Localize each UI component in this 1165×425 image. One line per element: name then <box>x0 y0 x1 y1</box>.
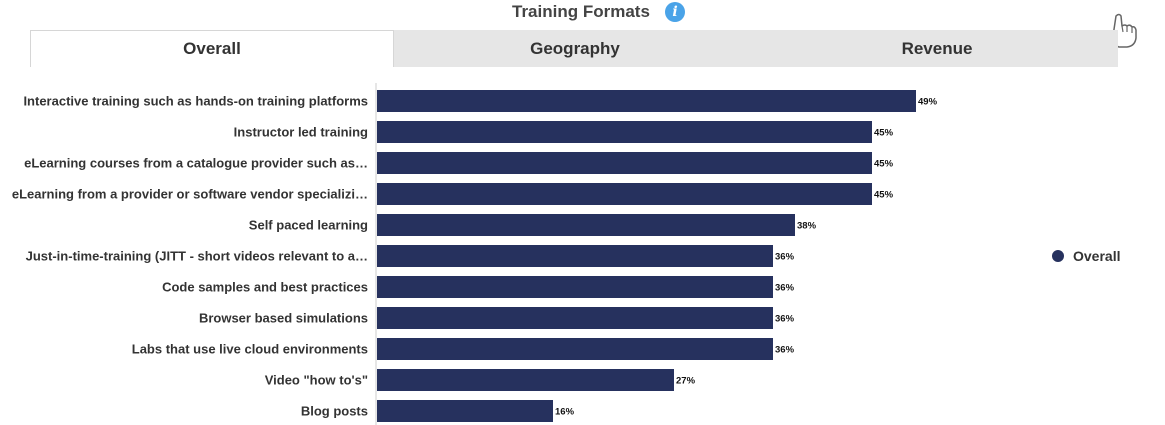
title-row: Training Formats i <box>0 0 1165 48</box>
page-title: Training Formats <box>512 2 650 21</box>
legend-swatch <box>1052 250 1064 262</box>
category-label: eLearning from a provider or software ve… <box>12 187 368 202</box>
data-label: 27% <box>676 376 696 387</box>
info-icon[interactable]: i <box>665 2 685 22</box>
bar[interactable] <box>377 152 872 174</box>
data-label: 49% <box>918 97 938 108</box>
bar[interactable] <box>377 369 674 391</box>
bar[interactable] <box>377 121 872 143</box>
data-label: 16% <box>555 407 575 418</box>
bar[interactable] <box>377 400 553 422</box>
tab-geography[interactable]: Geography <box>394 30 756 67</box>
category-label: Blog posts <box>301 404 368 419</box>
bar[interactable] <box>377 276 773 298</box>
bar[interactable] <box>377 90 916 112</box>
category-label: Instructor led training <box>234 125 368 140</box>
category-label: eLearning courses from a catalogue provi… <box>24 156 368 171</box>
category-label: Browser based simulations <box>199 311 368 326</box>
data-label: 45% <box>874 128 894 139</box>
data-label: 36% <box>775 314 795 325</box>
tab-overall[interactable]: Overall <box>30 30 394 67</box>
category-label: Self paced learning <box>249 218 368 233</box>
bar[interactable] <box>377 183 872 205</box>
category-label: Code samples and best practices <box>162 280 368 295</box>
category-label: Labs that use live cloud environments <box>132 342 368 357</box>
bar[interactable] <box>377 307 773 329</box>
legend-item[interactable]: Overall <box>1052 248 1120 264</box>
category-label: Interactive training such as hands-on tr… <box>23 94 368 109</box>
tab-revenue[interactable]: Revenue <box>756 30 1118 67</box>
category-label: Just-in-time-training (JITT - short vide… <box>26 249 368 264</box>
data-label: 36% <box>775 283 795 294</box>
data-label: 45% <box>874 190 894 201</box>
legend-label: Overall <box>1073 248 1121 264</box>
bar[interactable] <box>377 214 795 236</box>
bar[interactable] <box>377 338 773 360</box>
data-label: 36% <box>775 345 795 356</box>
data-label: 45% <box>874 159 894 170</box>
bar[interactable] <box>377 245 773 267</box>
data-label: 38% <box>797 221 817 232</box>
bar-chart: Interactive training such as hands-on tr… <box>12 83 938 425</box>
category-label: Video "how to's" <box>265 373 368 388</box>
tab-bar: Overall Geography Revenue <box>30 30 1118 67</box>
data-label: 36% <box>775 252 795 263</box>
